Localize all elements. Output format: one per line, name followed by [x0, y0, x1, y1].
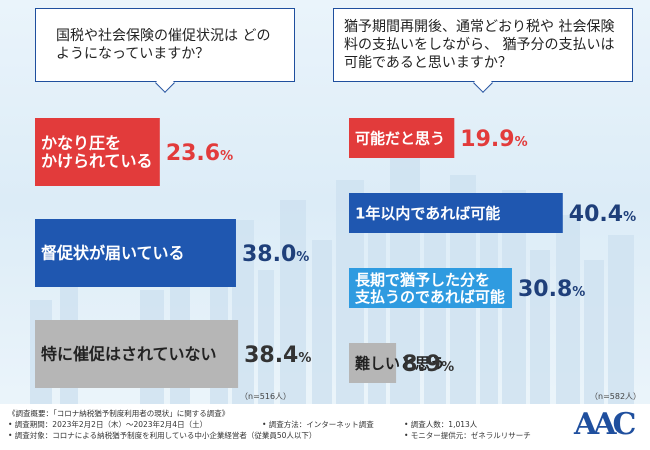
category-label: 1年以内であれば可能: [355, 204, 500, 222]
category-label: 難しいと思う: [355, 354, 445, 372]
value-label: 8.9%: [402, 352, 454, 377]
left-sample-size: （n=516人）: [240, 392, 292, 401]
bar-left-1: [35, 118, 160, 186]
left-question-text: 国税や社会保険の催促状況は どのようになっていますか？: [56, 28, 271, 62]
value-label: 38.0%: [242, 242, 309, 267]
bar-left-2: [35, 219, 236, 287]
bar-right-1: [349, 118, 455, 158]
bar-left-3: [35, 320, 239, 388]
value-label: 38.4%: [244, 343, 311, 368]
bar-right-2: [349, 193, 563, 233]
survey-footer: 《調査概要：「コロナ納税猶予制度利用者の現状」に関する調査》 • 調査期間：20…: [0, 404, 650, 450]
value-label: 23.6%: [166, 141, 233, 166]
left-question-box: 国税や社会保険の催促状況は どのようになっていますか？: [35, 8, 295, 93]
right-question-box: 猶予期間再開後、通常どおり税や 社会保険料の支払いをしながら、 猶予分の支払いは…: [333, 8, 633, 93]
category-label: 可能だと思う: [355, 129, 445, 147]
value-label: 40.4%: [569, 202, 636, 227]
survey-period: • 調査期間：2023年2月2日（木）～2023年2月4日（土）: [8, 420, 208, 429]
category-label: 長期で猶予した分を支払うのであれば可能: [354, 271, 505, 306]
bar-right-3: [349, 268, 512, 308]
bar-right-4: [349, 343, 397, 383]
category-label: 督促状が届いている: [41, 244, 185, 263]
survey-method: • 調査方法：インターネット調査: [262, 420, 374, 429]
survey-provider: • モニター提供元：ゼネラルリサーチ: [404, 431, 531, 440]
value-label: 19.9%: [460, 127, 527, 152]
survey-respondents: • 調査人数：1,013人: [404, 420, 478, 429]
aac-logo: AAC: [574, 407, 636, 442]
right-question-text: 猶予期間再開後、通常どおり税や 社会保険料の支払いをしながら、 猶予分の支払いは…: [344, 19, 615, 71]
right-sample-size: （n=582人）: [590, 392, 642, 401]
category-label: 特に催促はされていない: [41, 345, 217, 364]
category-label: かなり圧をかけられている: [41, 134, 153, 171]
survey-target: • 調査対象：コロナによる納税猶予制度を利用している中小企業経営者（従業員50人…: [8, 431, 317, 440]
survey-summary: 《調査概要：「コロナ納税猶予制度利用者の現状」に関する調査》: [8, 409, 230, 418]
value-label: 30.8%: [518, 277, 585, 302]
